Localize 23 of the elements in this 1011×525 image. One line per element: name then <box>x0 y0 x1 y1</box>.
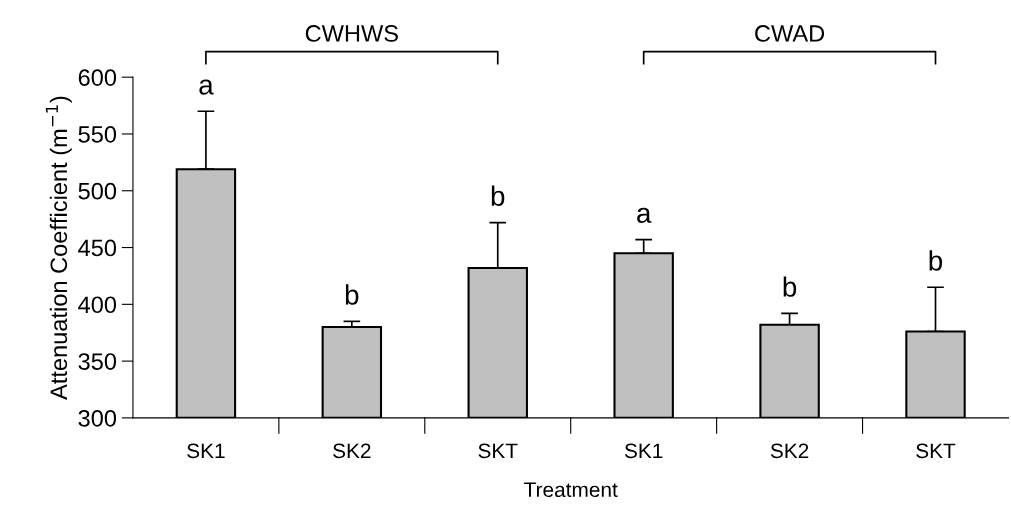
annotation: b <box>929 250 943 271</box>
x-tick-label: SKT <box>916 443 956 459</box>
text: CWHWS <box>305 25 398 42</box>
x-axis-title: Treatment <box>524 482 618 498</box>
y-tick-label: 450 <box>78 239 117 257</box>
annotation: b <box>783 276 797 297</box>
x-tick-label: SK2 <box>333 443 371 459</box>
annotation: b <box>345 284 359 305</box>
y-tick-label: 600 <box>78 69 117 86</box>
x-tick-label: SK2 <box>770 443 809 459</box>
x-tick-label: SKT <box>478 443 518 459</box>
text: CWAD <box>755 25 825 42</box>
x-tick-label: SK1 <box>187 443 225 459</box>
y-tick-label: 550 <box>78 126 117 143</box>
annotation: b <box>491 185 505 206</box>
annotation: a <box>637 207 652 223</box>
y-tick-label: 500 <box>78 182 117 200</box>
y-tick-label: 400 <box>78 296 117 314</box>
y-tick-label: 350 <box>78 353 117 370</box>
y-tick-label: 300 <box>78 409 117 427</box>
x-tick-label: SK1 <box>624 443 663 459</box>
y-axis-title: Attenuation Coefficient (m$^{−1}$) <box>45 96 72 400</box>
annotation: a <box>199 79 214 95</box>
